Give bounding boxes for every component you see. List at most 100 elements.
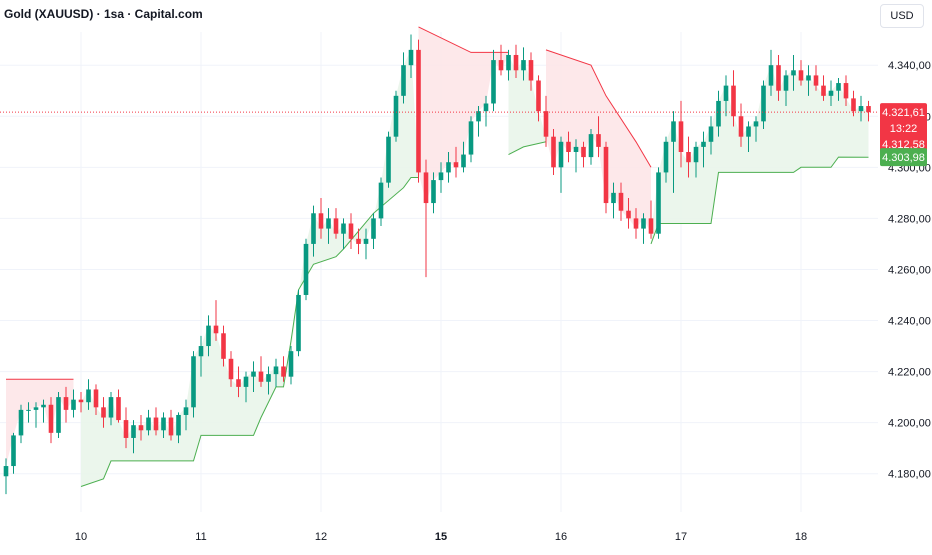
candle-body[interactable] bbox=[768, 65, 774, 86]
candle-body[interactable] bbox=[393, 95, 399, 137]
candle[interactable] bbox=[168, 409, 174, 441]
candle[interactable] bbox=[866, 100, 871, 122]
candle[interactable] bbox=[573, 139, 579, 173]
candle[interactable] bbox=[438, 162, 444, 193]
candle-body[interactable] bbox=[581, 146, 586, 158]
candle-body[interactable] bbox=[836, 83, 841, 91]
candle-body[interactable] bbox=[521, 60, 526, 71]
candle[interactable] bbox=[641, 213, 646, 244]
candle[interactable] bbox=[288, 346, 294, 385]
candle[interactable] bbox=[791, 54, 796, 91]
candle-body[interactable] bbox=[3, 466, 9, 477]
candle[interactable] bbox=[543, 95, 549, 147]
candle[interactable] bbox=[753, 116, 759, 142]
candle[interactable] bbox=[461, 141, 466, 173]
candle-body[interactable] bbox=[101, 407, 106, 418]
candle-body[interactable] bbox=[686, 152, 691, 163]
candle[interactable] bbox=[783, 70, 789, 107]
candle[interactable] bbox=[663, 136, 669, 183]
candle[interactable] bbox=[746, 121, 751, 152]
candle-body[interactable] bbox=[176, 414, 181, 436]
candle[interactable] bbox=[828, 80, 834, 107]
candle-body[interactable] bbox=[228, 358, 234, 380]
candle[interactable] bbox=[491, 49, 496, 112]
candle[interactable] bbox=[333, 208, 339, 239]
candle-body[interactable] bbox=[671, 121, 676, 142]
candle[interactable] bbox=[116, 389, 121, 423]
candle[interactable] bbox=[363, 228, 369, 260]
candle-body[interactable] bbox=[236, 379, 241, 387]
candle-body[interactable] bbox=[56, 397, 61, 433]
candle-body[interactable] bbox=[243, 376, 249, 387]
candle-body[interactable] bbox=[626, 210, 631, 219]
candle-body[interactable] bbox=[213, 325, 219, 334]
candle-body[interactable] bbox=[318, 213, 324, 229]
candle[interactable] bbox=[123, 407, 129, 449]
candle[interactable] bbox=[11, 432, 16, 474]
candle-body[interactable] bbox=[656, 172, 661, 234]
candle-body[interactable] bbox=[813, 75, 819, 86]
candle-body[interactable] bbox=[528, 60, 534, 81]
x-axis[interactable]: 10 11 12 15 16 17 18 bbox=[75, 531, 807, 543]
candle[interactable] bbox=[506, 49, 511, 81]
candle-body[interactable] bbox=[258, 371, 264, 382]
candle[interactable] bbox=[468, 116, 474, 163]
candle-body[interactable] bbox=[843, 83, 849, 99]
candle[interactable] bbox=[273, 358, 279, 387]
candle-body[interactable] bbox=[198, 346, 204, 357]
candle-body[interactable] bbox=[371, 218, 376, 239]
candle-body[interactable] bbox=[401, 65, 406, 96]
candle-body[interactable] bbox=[663, 141, 669, 173]
candle-body[interactable] bbox=[461, 154, 466, 168]
candle-body[interactable] bbox=[866, 106, 871, 113]
candle-layer[interactable] bbox=[3, 34, 871, 495]
candle-body[interactable] bbox=[326, 218, 331, 229]
candle-body[interactable] bbox=[273, 366, 279, 375]
candle-body[interactable] bbox=[633, 218, 639, 229]
candle[interactable] bbox=[821, 75, 826, 101]
candle-body[interactable] bbox=[108, 397, 114, 418]
candle[interactable] bbox=[326, 208, 331, 244]
candle-body[interactable] bbox=[588, 134, 594, 158]
candle-body[interactable] bbox=[386, 136, 391, 183]
candle-body[interactable] bbox=[333, 218, 339, 234]
candle[interactable] bbox=[131, 420, 136, 454]
candle[interactable] bbox=[63, 386, 69, 423]
candle[interactable] bbox=[423, 159, 429, 278]
candle-body[interactable] bbox=[851, 98, 856, 112]
candle[interactable] bbox=[86, 379, 91, 410]
candle-body[interactable] bbox=[86, 389, 91, 403]
candle[interactable] bbox=[56, 392, 61, 438]
candle-body[interactable] bbox=[551, 136, 556, 168]
candle[interactable] bbox=[851, 90, 856, 117]
candle-body[interactable] bbox=[611, 192, 616, 204]
candle[interactable] bbox=[71, 389, 76, 418]
candle-body[interactable] bbox=[341, 223, 346, 234]
candle[interactable] bbox=[153, 407, 159, 436]
candle[interactable] bbox=[656, 167, 661, 239]
candle-body[interactable] bbox=[303, 243, 309, 295]
candle[interactable] bbox=[693, 141, 699, 178]
candle[interactable] bbox=[191, 351, 196, 418]
candle[interactable] bbox=[626, 197, 631, 229]
candle-body[interactable] bbox=[93, 389, 99, 408]
candle-body[interactable] bbox=[41, 404, 46, 408]
candle[interactable] bbox=[243, 371, 249, 403]
candle[interactable] bbox=[41, 399, 46, 423]
candle[interactable] bbox=[836, 77, 841, 101]
candle[interactable] bbox=[161, 412, 166, 438]
candle[interactable] bbox=[708, 116, 714, 155]
candle-body[interactable] bbox=[738, 116, 744, 137]
candle[interactable] bbox=[371, 213, 376, 250]
candle-body[interactable] bbox=[123, 420, 129, 438]
candle[interactable] bbox=[3, 458, 9, 495]
candle-body[interactable] bbox=[78, 399, 84, 403]
candle[interactable] bbox=[401, 52, 406, 104]
candle-body[interactable] bbox=[416, 49, 421, 173]
candle[interactable] bbox=[686, 136, 691, 178]
candle[interactable] bbox=[18, 404, 24, 444]
candle[interactable] bbox=[446, 152, 451, 183]
candle[interactable] bbox=[768, 49, 774, 96]
candle[interactable] bbox=[701, 131, 706, 168]
candle-body[interactable] bbox=[48, 404, 54, 433]
